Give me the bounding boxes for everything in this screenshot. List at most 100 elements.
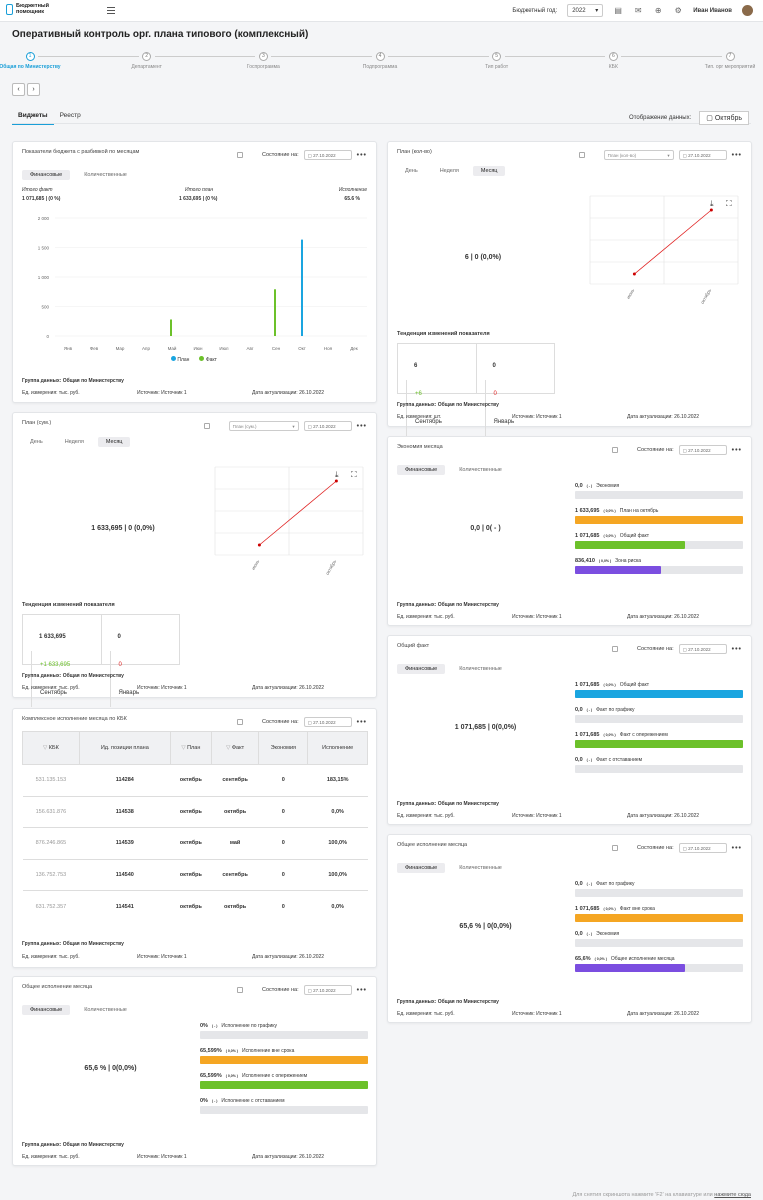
more-menu-icon[interactable]: ••• [731,645,742,653]
date-input[interactable]: ▢ 27.10.2022 [678,445,727,455]
fin-toggle[interactable]: Финансовые [22,170,71,180]
menu-icon[interactable] [107,7,115,14]
data-point[interactable] [709,208,713,212]
fin-toggle[interactable]: Финансовые [397,465,446,475]
period-month[interactable]: Месяц [472,166,506,176]
column-header[interactable]: ▽ План [169,731,212,765]
more-menu-icon[interactable]: ••• [356,151,367,159]
column-header[interactable]: Экономия [258,731,309,765]
more-menu-icon[interactable]: ••• [356,718,367,726]
screenshot-link[interactable]: нажмите сюда [714,1192,751,1198]
stepper: 1 Общая по Министерству 2 Департамент 3 Госпр… [0,52,755,74]
column-header[interactable]: ▽ Факт [210,731,260,765]
qty-toggle[interactable]: Количественные [459,666,502,672]
date-input[interactable]: ▢ 27.10.2022 [303,421,352,431]
year-label: Бюджетный год: [512,7,558,14]
save-icon[interactable] [612,447,619,453]
fin-toggle[interactable]: Финансовые [22,1005,71,1015]
step-connector [154,56,256,57]
step-1[interactable]: 1 Общая по Министерству [0,52,70,70]
fin-toggle[interactable]: Финансовые [397,863,446,873]
period-day[interactable]: День [30,439,43,445]
bar-fact[interactable] [170,319,172,336]
step-4[interactable]: 4 Подпрограмма [340,52,420,70]
qty-toggle[interactable]: Количественные [84,172,127,178]
table-row[interactable]: 156.631.876 114538 октябрь октябрь 0 0,0% [22,795,368,828]
tabs-divider [12,123,751,124]
filter-icon[interactable]: ▽ [181,745,188,751]
user-name[interactable]: Иван Иванов [693,7,732,14]
save-icon[interactable] [237,719,244,725]
next-button[interactable]: › [27,83,40,96]
bar-fact[interactable] [274,289,276,336]
fullscreen-icon[interactable]: ⛶ [725,199,732,208]
column-header[interactable]: Ид. позиции плана [78,731,171,765]
step-2[interactable]: 2 Департамент [107,52,187,70]
column-header-label: Ид. позиции плана [100,745,149,751]
indicator-select[interactable]: План (кол-во) ▾ [603,150,674,160]
period-month[interactable]: Месяц [97,437,131,447]
date-input[interactable]: ▢ 27.10.2022 [303,985,352,995]
data-point[interactable] [632,272,636,276]
metric-row: 0,0( - ) Факт с отставанием [575,757,743,773]
download-icon[interactable]: ⊕ [654,6,662,15]
column-header[interactable]: Исполнение [307,731,368,765]
save-icon[interactable] [612,646,619,652]
month-select[interactable]: ▢ Октябрь [699,111,749,125]
step-3[interactable]: 3 Госпрограмма [223,52,303,70]
fin-toggle[interactable]: Финансовые [397,664,446,674]
date-input[interactable]: ▢ 27.10.2022 [678,843,727,853]
download-icon[interactable]: ⤓ [710,199,714,208]
date-input[interactable]: ▢ 27.10.2022 [303,717,352,727]
metric-row: 0,0( - ) Факт по графику [575,881,743,897]
date-input[interactable]: ▢ 27.10.2022 [303,150,352,160]
tab-widgets[interactable]: Виджеты [12,110,54,125]
more-menu-icon[interactable]: ••• [731,844,742,852]
filter-icon[interactable]: ▽ [43,745,49,751]
column-header[interactable]: ▽ КБК [22,731,80,765]
qty-toggle[interactable]: Количественные [459,865,502,871]
period-week[interactable]: Неделя [64,439,84,445]
metric-label: Общее исполнение месяца [610,956,675,962]
more-menu-icon[interactable]: ••• [356,986,367,994]
period-day[interactable]: День [405,168,418,174]
date-input[interactable]: ▢ 27.10.2022 [678,150,727,160]
more-menu-icon[interactable]: ••• [731,151,742,159]
indicator-select[interactable]: План (сум.) ▾ [228,421,299,431]
mail-icon[interactable]: ✉ [634,6,642,15]
actual-date-label: Дата актуализации: 26.10.2022 [252,1154,325,1160]
year-select[interactable]: 2022 ▾ [567,4,604,17]
metric-share: ( 0,0% ) [225,1074,238,1078]
more-menu-icon[interactable]: ••• [731,446,742,454]
data-point[interactable] [257,543,261,547]
table-row[interactable]: 531.135.153 114284 октябрь сентябрь 0 183,15% [22,764,368,796]
qty-toggle[interactable]: Количественные [84,1007,127,1013]
save-icon[interactable] [237,987,244,993]
table-row[interactable]: 136.752.753 114540 октябрь сентябрь 0 100,0% [22,858,368,891]
date-input[interactable]: ▢ 27.10.2022 [678,644,727,654]
table-row[interactable]: 876.246.865 114539 октябрь май 0 100,0% [22,827,368,859]
period-week[interactable]: Неделя [439,168,459,174]
step-number: 3 [258,52,268,61]
tab-registry[interactable]: Реестр [59,112,81,119]
qty-toggle[interactable]: Количественные [459,467,502,473]
download-icon[interactable]: ⤓ [335,470,339,479]
document-icon[interactable]: ▤ [614,6,622,15]
prev-button[interactable]: ‹ [12,83,25,96]
save-icon[interactable] [612,845,619,851]
save-icon[interactable] [578,152,585,158]
gear-icon[interactable]: ⚙ [674,6,682,15]
step-5[interactable]: 5 Тип работ [457,52,537,70]
table-row[interactable]: 631.752.357 114541 октябрь октябрь 0 0,0% [22,890,368,922]
step-7[interactable]: 7 Тип. орг мероприятий [690,52,763,70]
logo[interactable]: Бюджетный помощник [6,3,49,15]
filter-icon[interactable]: ▽ [226,745,232,751]
step-6[interactable]: 6 КБК [573,52,653,70]
more-menu-icon[interactable]: ••• [356,422,367,430]
data-point[interactable] [334,479,338,483]
fullscreen-icon[interactable]: ⛶ [350,470,357,479]
bar-plan[interactable] [301,239,303,336]
save-icon[interactable] [237,152,244,158]
avatar[interactable] [742,5,753,16]
save-icon[interactable] [203,423,210,429]
